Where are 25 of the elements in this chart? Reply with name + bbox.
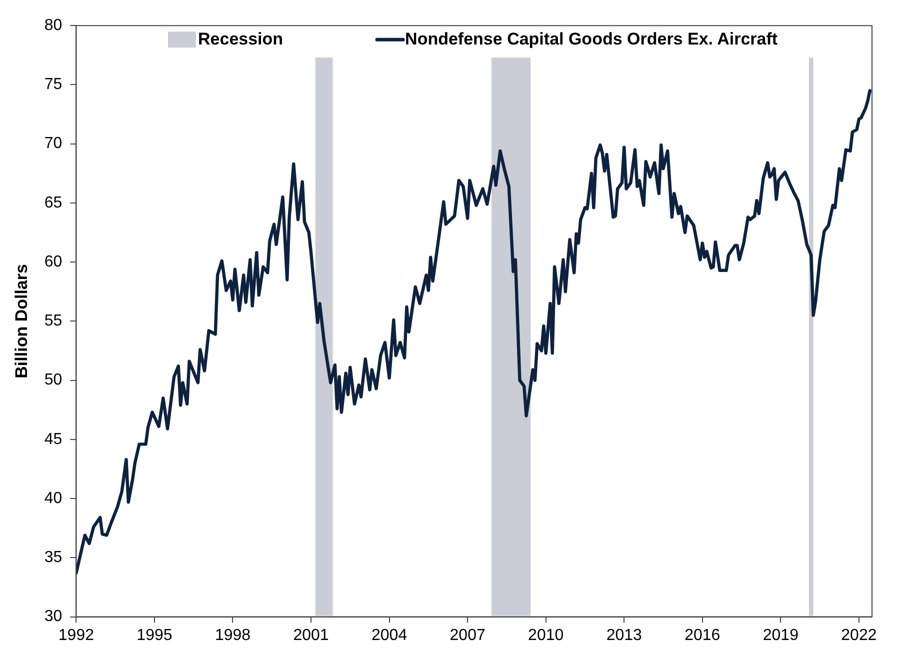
x-tick-label: 2013 — [606, 626, 642, 644]
y-axis-title: Billion Dollars — [12, 264, 31, 378]
y-tick-label: 30 — [44, 608, 62, 626]
y-tick-label: 55 — [44, 312, 62, 330]
y-tick-label: 45 — [44, 430, 62, 448]
x-tick-label: 1992 — [58, 626, 94, 644]
x-tick-label: 2004 — [372, 626, 408, 644]
x-tick-label: 2019 — [762, 626, 799, 644]
x-tick-label: 2001 — [293, 626, 329, 644]
legend-label: Nondefense Capital Goods Orders Ex. Aircraft — [405, 29, 778, 48]
y-tick-label: 65 — [44, 194, 62, 212]
y-tick-label: 70 — [44, 135, 62, 152]
y-tick-label: 40 — [44, 490, 62, 507]
y-tick-label: 75 — [44, 76, 62, 94]
y-tick-label: 60 — [44, 253, 62, 270]
y-tick-label: 35 — [44, 549, 62, 566]
x-tick-label: 2007 — [450, 626, 486, 644]
y-tick-label: 80 — [44, 17, 62, 34]
x-tick-label: 2022 — [841, 626, 877, 644]
x-tick-label: 2010 — [528, 626, 564, 644]
legend-label: Recession — [198, 29, 284, 48]
x-tick-label: 1998 — [214, 626, 251, 644]
y-tick-label: 50 — [44, 372, 62, 389]
x-tick-label: 2016 — [684, 626, 720, 644]
x-tick-label: 1995 — [136, 626, 172, 644]
